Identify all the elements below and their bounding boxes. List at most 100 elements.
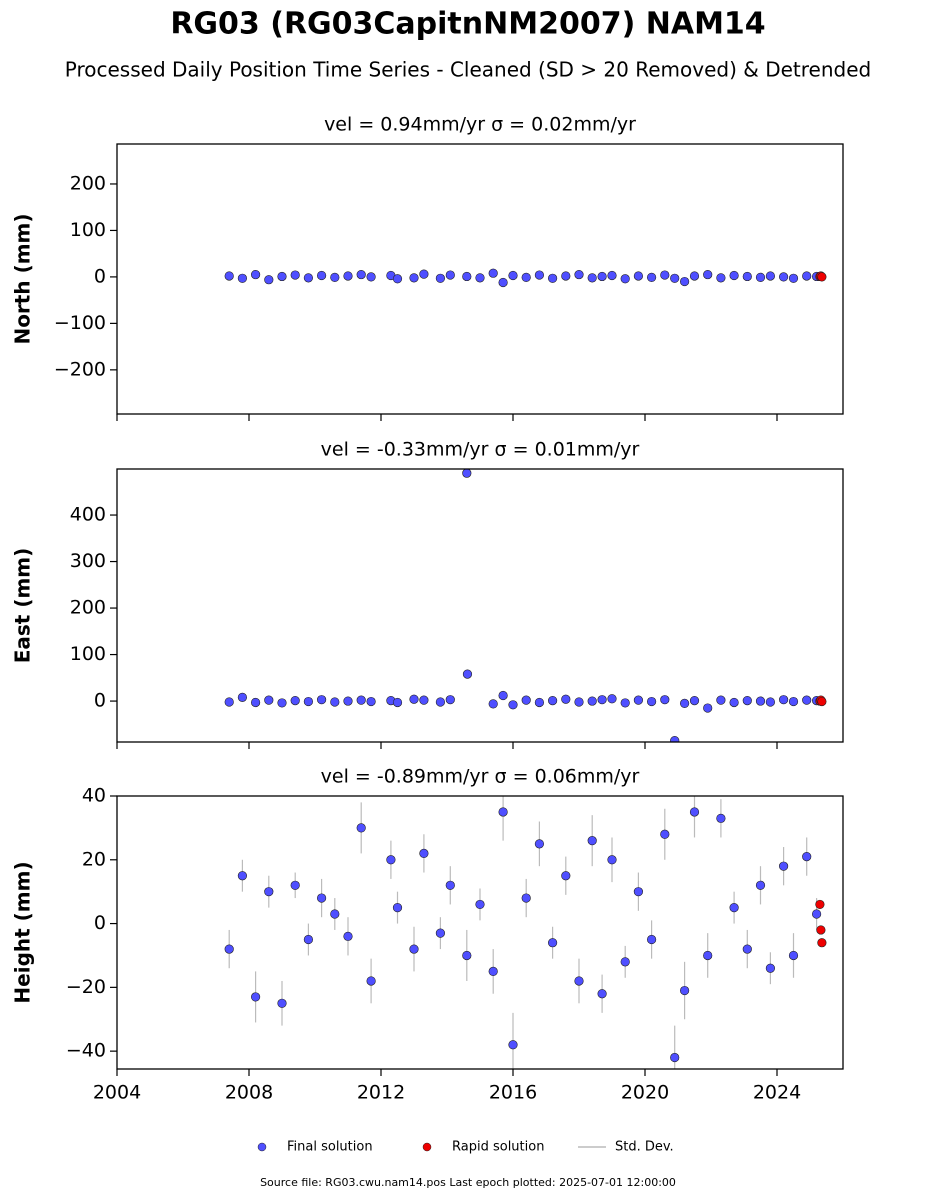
final-point xyxy=(607,694,617,704)
final-point xyxy=(716,813,726,823)
y-axis-label: East (mm) xyxy=(11,548,35,664)
final-point xyxy=(224,944,234,954)
axes-frame xyxy=(116,795,844,1070)
final-point xyxy=(264,887,274,897)
final-point xyxy=(765,271,776,281)
final-point xyxy=(356,823,366,833)
plot-area xyxy=(224,268,827,288)
y-tick-label: 300 xyxy=(70,550,106,572)
x-tick-label: 2020 xyxy=(621,1082,669,1104)
final-point xyxy=(462,271,472,282)
final-point xyxy=(409,944,419,954)
y-tick-label: 200 xyxy=(70,172,106,194)
final-point xyxy=(597,695,607,705)
final-point xyxy=(445,695,455,705)
final-point xyxy=(303,934,314,945)
final-point xyxy=(366,976,376,986)
final-point xyxy=(343,931,353,941)
final-point xyxy=(802,271,812,281)
final-point xyxy=(547,938,558,948)
final-point xyxy=(802,695,812,705)
final-point xyxy=(689,271,700,281)
final-point xyxy=(660,270,670,280)
final-point xyxy=(392,697,403,708)
final-point xyxy=(607,270,617,281)
final-point xyxy=(343,696,353,706)
final-point xyxy=(703,703,713,713)
final-point xyxy=(587,273,597,283)
rapid-point xyxy=(815,899,825,910)
final-point xyxy=(330,697,340,707)
final-point xyxy=(264,275,274,285)
final-point xyxy=(646,934,657,945)
final-point xyxy=(670,1052,680,1063)
legend-label: Std. Dev. xyxy=(615,1140,674,1155)
final-point xyxy=(317,893,327,903)
final-point xyxy=(742,944,752,954)
final-point xyxy=(521,272,531,282)
final-point xyxy=(435,273,446,283)
final-point xyxy=(689,696,700,706)
y-tick-label: 0 xyxy=(94,912,106,934)
final-point xyxy=(788,950,799,961)
final-point xyxy=(646,272,657,282)
x-tick-label: 2016 xyxy=(489,1082,537,1104)
final-point xyxy=(475,899,485,910)
final-point xyxy=(488,699,498,709)
final-point xyxy=(508,1040,518,1050)
final-point xyxy=(317,270,327,281)
y-tick-label: −40 xyxy=(66,1040,106,1062)
final-point xyxy=(317,695,327,705)
final-point xyxy=(521,695,531,705)
final-point xyxy=(620,698,630,708)
final-point xyxy=(224,271,234,281)
final-point xyxy=(508,700,518,710)
final-point xyxy=(742,271,752,282)
final-point xyxy=(251,992,261,1002)
final-point xyxy=(633,271,644,281)
final-point xyxy=(386,855,396,865)
final-point xyxy=(633,695,644,705)
final-point xyxy=(366,696,376,707)
legend-label: Rapid solution xyxy=(452,1140,544,1155)
final-point xyxy=(633,887,644,897)
final-point xyxy=(788,696,799,707)
final-point xyxy=(445,880,455,890)
axes-frame xyxy=(116,468,844,743)
panel-title: vel = -0.89mm/yr σ = 0.06mm/yr xyxy=(321,766,640,788)
final-point xyxy=(277,271,287,282)
final-point xyxy=(409,273,419,283)
final-point xyxy=(290,270,300,280)
final-point xyxy=(574,269,584,280)
final-point xyxy=(498,690,508,701)
final-point xyxy=(755,880,766,890)
final-point xyxy=(703,950,713,961)
final-point xyxy=(561,694,571,704)
final-point xyxy=(330,909,340,919)
final-point xyxy=(392,274,403,284)
final-point xyxy=(547,696,558,706)
final-point xyxy=(488,268,498,278)
final-point xyxy=(534,839,545,849)
final-point xyxy=(778,695,789,705)
final-point xyxy=(521,893,531,903)
final-point xyxy=(729,903,739,913)
y-tick-label: −100 xyxy=(54,312,106,334)
final-point xyxy=(534,270,545,280)
final-point xyxy=(597,271,607,282)
final-point xyxy=(788,273,799,283)
final-point xyxy=(392,903,403,913)
panel-title: vel = -0.33mm/yr σ = 0.01mm/yr xyxy=(321,439,640,461)
y-tick-label: −200 xyxy=(54,358,106,380)
final-point xyxy=(366,272,376,282)
y-axis-label: Height (mm) xyxy=(11,861,35,1003)
footer: Source file: RG03.cwu.nam14.pos Last epo… xyxy=(260,1176,676,1189)
y-tick-label: −20 xyxy=(66,976,106,998)
final-point xyxy=(620,274,630,284)
rapid-point xyxy=(816,925,826,935)
final-point xyxy=(729,697,739,708)
y-tick-label: 200 xyxy=(70,597,106,619)
final-point xyxy=(534,697,545,708)
final-point xyxy=(475,273,485,283)
